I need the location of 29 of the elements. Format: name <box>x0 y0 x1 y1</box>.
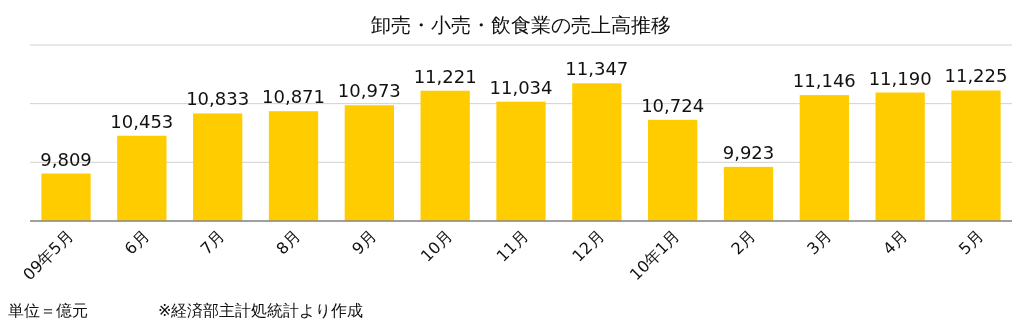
chart-title: 卸売・小売・飲食業の売上高推移 <box>371 13 671 37</box>
data-label: 11,347 <box>565 58 629 80</box>
x-tick-label: 7月 <box>196 226 229 259</box>
x-tick-label: 09年5月 <box>19 226 77 285</box>
x-tick-label: 5月 <box>954 226 987 259</box>
text: 単位＝億元 <box>8 301 88 320</box>
x-tick-label: 12月 <box>568 226 608 266</box>
x-tick-label: 3月 <box>803 226 836 259</box>
data-label: 11,034 <box>489 76 553 98</box>
data-label: 11,190 <box>868 67 932 89</box>
data-label: 10,724 <box>641 94 705 116</box>
data-label: 9,809 <box>40 148 92 170</box>
x-tick-label: 4月 <box>879 226 911 259</box>
x-tick-label: 8月 <box>272 226 305 259</box>
data-label: 9,923 <box>722 141 775 163</box>
x-tick-label: 11月 <box>492 226 532 266</box>
x-tick-label: 2月 <box>727 226 760 259</box>
x-tick-label: 10年1月 <box>625 226 684 285</box>
data-label: 11,225 <box>944 65 1008 87</box>
data-label: 10,973 <box>337 80 401 102</box>
data-label: 11,146 <box>792 70 856 92</box>
data-label: 10,833 <box>186 88 250 110</box>
text: ※経済部主計処統計より作成 <box>158 301 364 320</box>
data-label: 10,871 <box>262 86 325 108</box>
data-label: 10,453 <box>110 110 174 132</box>
x-tick-label: 9月 <box>348 226 381 259</box>
x-tick-label: 6月 <box>120 226 153 259</box>
x-tick-label: 10月 <box>416 226 456 266</box>
data-label: 11,221 <box>413 65 477 87</box>
